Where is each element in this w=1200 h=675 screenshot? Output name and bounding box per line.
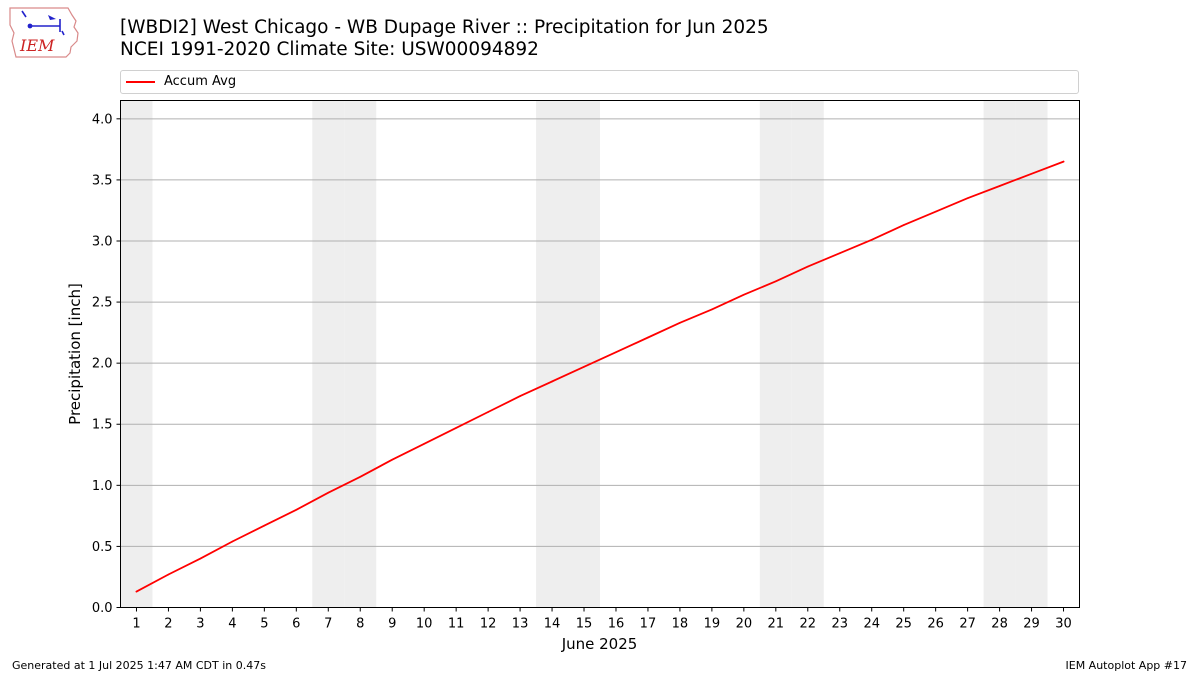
x-tick-label: 2 bbox=[164, 617, 172, 632]
series-point bbox=[455, 427, 457, 429]
x-tick-label: 9 bbox=[388, 617, 396, 632]
chart-subtitle: NCEI 1991-2020 Climate Site: USW00094892 bbox=[120, 39, 539, 60]
series-point bbox=[902, 224, 905, 226]
x-tick-label: 30 bbox=[1055, 617, 1072, 632]
series-point bbox=[870, 238, 873, 241]
x-tick-label: 5 bbox=[260, 617, 268, 632]
y-tick-label: 3.0 bbox=[92, 234, 113, 249]
x-tick-label: 21 bbox=[768, 617, 785, 632]
series-point bbox=[966, 197, 969, 200]
series-point bbox=[391, 458, 394, 461]
x-tick-label: 6 bbox=[292, 617, 300, 632]
x-tick-label: 16 bbox=[608, 617, 625, 632]
x-tick-label: 24 bbox=[863, 617, 880, 632]
y-tick-label: 3.5 bbox=[92, 173, 113, 188]
x-tick-label: 12 bbox=[480, 617, 497, 632]
x-tick-label: 15 bbox=[576, 617, 593, 632]
x-tick-label: 13 bbox=[512, 617, 529, 632]
x-axis-label: June 2025 bbox=[561, 635, 638, 653]
weekend-band-day-21 bbox=[759, 100, 792, 608]
x-tick-label: 23 bbox=[831, 617, 848, 632]
series-point bbox=[263, 524, 266, 527]
generated-timestamp: Generated at 1 Jul 2025 1:47 AM CDT in 0… bbox=[12, 659, 266, 672]
series-point bbox=[295, 508, 298, 511]
x-tick-label: 29 bbox=[1023, 617, 1040, 632]
series-point bbox=[679, 322, 681, 324]
x-tick-label: 11 bbox=[448, 617, 465, 632]
legend-label-accum-avg: Accum Avg bbox=[164, 74, 237, 89]
x-tick-label: 20 bbox=[736, 617, 753, 632]
y-tick-label: 4.0 bbox=[92, 112, 113, 127]
weekend-band-day-15 bbox=[568, 100, 600, 608]
y-tick-label: 0.0 bbox=[92, 601, 113, 616]
weekend-bands bbox=[120, 100, 1048, 608]
x-axis-ticks: 1 2 3 4 5 6 7 8 9 10 11 12 13 14 15 16 17 18 19 20 21 22 23 24 2… bbox=[132, 607, 1072, 632]
weekend-band-day-22 bbox=[791, 100, 824, 608]
chart-title: [WBDI2] West Chicago - WB Dupage River :… bbox=[120, 17, 769, 38]
x-tick-label: 10 bbox=[416, 617, 433, 632]
app-id-label: IEM Autoplot App #17 bbox=[1065, 659, 1188, 672]
x-tick-label: 28 bbox=[991, 617, 1008, 632]
series-point bbox=[806, 265, 809, 268]
x-tick-label: 26 bbox=[927, 617, 944, 632]
series-point bbox=[838, 252, 841, 255]
series-point bbox=[327, 491, 330, 494]
series-point bbox=[199, 557, 202, 560]
weekend-band-day-7 bbox=[312, 100, 345, 608]
plot-frame bbox=[120, 100, 1080, 608]
y-gridlines bbox=[120, 118, 1080, 608]
y-axis-ticks: 0.0 0.5 1.0 1.5 2.0 2.5 3.0 3.5 4.0 bbox=[92, 112, 121, 616]
series-point bbox=[519, 395, 521, 397]
series-point bbox=[647, 336, 649, 339]
logo-text: IEM bbox=[19, 36, 55, 55]
series-point bbox=[167, 573, 170, 576]
weekend-band-day-29 bbox=[1015, 100, 1048, 608]
weekend-band-day-14 bbox=[536, 100, 569, 608]
series-point bbox=[711, 308, 713, 311]
series-line-accum-avg bbox=[135, 160, 1065, 593]
x-tick-label: 22 bbox=[800, 617, 817, 632]
x-tick-label: 8 bbox=[356, 617, 364, 632]
series-point bbox=[583, 366, 585, 368]
x-tick-label: 19 bbox=[704, 617, 721, 632]
y-axis-label: Precipitation [inch] bbox=[66, 283, 84, 425]
y-tick-label: 2.0 bbox=[92, 357, 113, 372]
series-point bbox=[998, 185, 1001, 187]
x-tick-label: 27 bbox=[959, 617, 976, 632]
legend-swatch-accum-avg bbox=[126, 81, 155, 83]
series-point bbox=[743, 293, 745, 296]
legend: Accum Avg bbox=[120, 70, 1079, 94]
series-point bbox=[359, 475, 362, 478]
iem-logo-iowa-weather-icon: IEM bbox=[9, 7, 79, 58]
series-layer bbox=[135, 160, 1065, 593]
x-tick-label: 18 bbox=[672, 617, 689, 632]
x-tick-label: 25 bbox=[895, 617, 912, 632]
x-tick-label: 14 bbox=[544, 617, 561, 632]
series-point bbox=[1030, 173, 1033, 175]
series-point bbox=[135, 590, 138, 593]
series-point bbox=[423, 442, 425, 445]
x-tick-label: 7 bbox=[324, 617, 332, 632]
y-tick-label: 1.0 bbox=[92, 479, 113, 494]
x-tick-label: 17 bbox=[640, 617, 657, 632]
weekend-band-day-8 bbox=[344, 100, 377, 608]
y-tick-label: 0.5 bbox=[92, 540, 113, 555]
series-point bbox=[1062, 160, 1065, 163]
series-point bbox=[231, 540, 234, 543]
series-point bbox=[775, 280, 777, 283]
x-tick-label: 3 bbox=[196, 617, 204, 632]
weekend-band-day-1 bbox=[120, 100, 153, 608]
x-tick-label: 4 bbox=[228, 617, 236, 632]
y-tick-label: 1.5 bbox=[92, 418, 113, 433]
x-tick-label: 1 bbox=[132, 617, 140, 632]
series-point bbox=[487, 411, 489, 413]
series-point bbox=[551, 380, 553, 383]
y-tick-label: 2.5 bbox=[92, 296, 113, 311]
weekend-band-day-28 bbox=[983, 100, 1016, 608]
series-point bbox=[934, 210, 937, 213]
series-point bbox=[615, 351, 617, 353]
